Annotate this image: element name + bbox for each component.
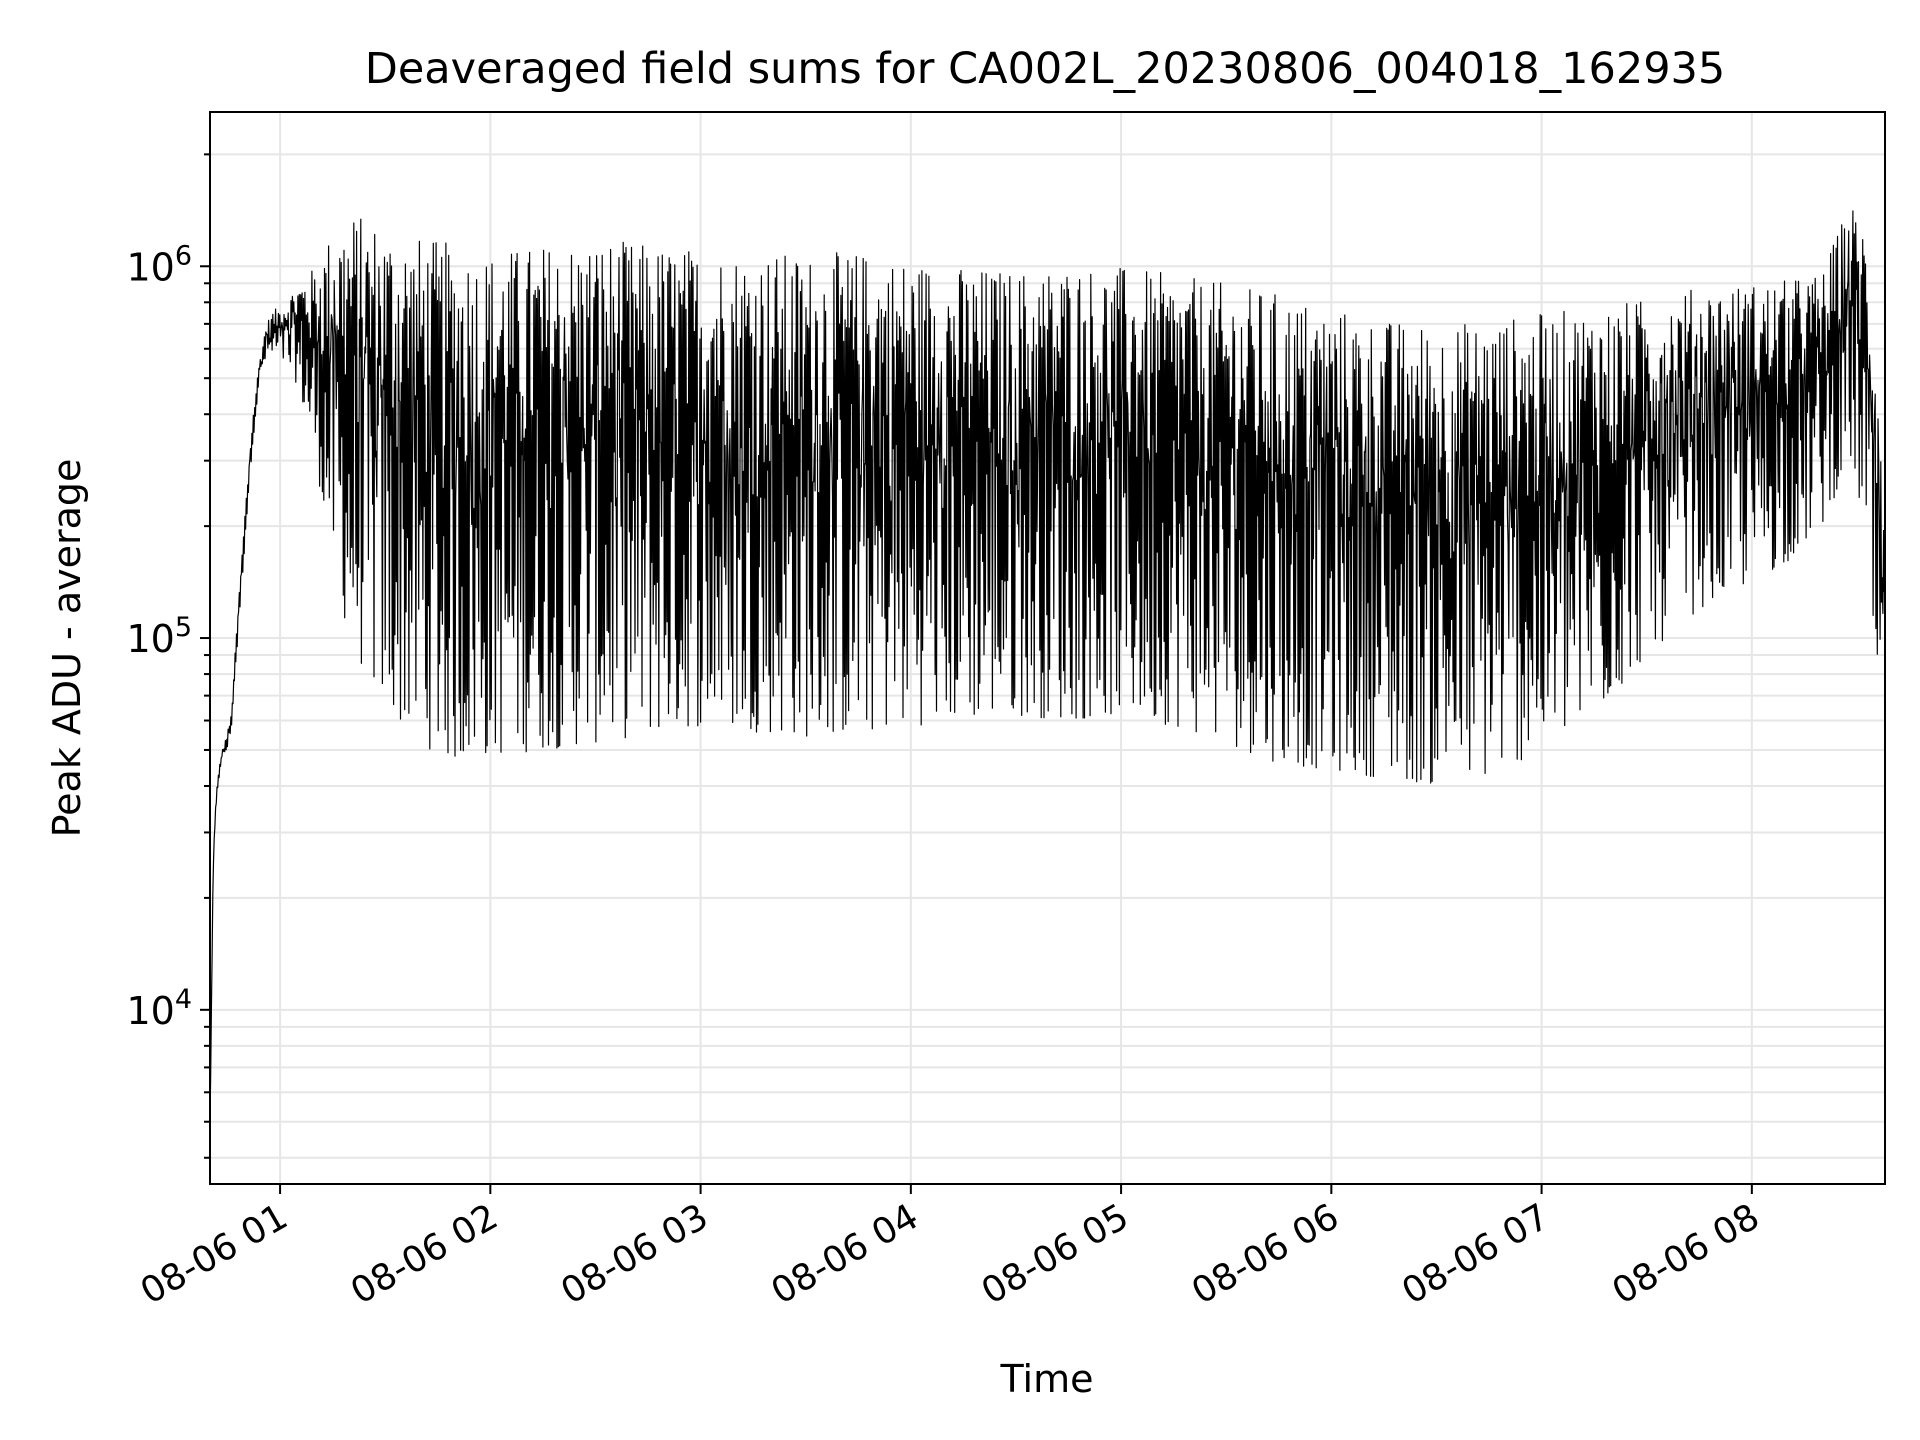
- y-tick-label-exponent: 5: [175, 612, 192, 643]
- y-tick-label-base: 10: [126, 617, 174, 661]
- x-axis-label: Time: [1000, 1357, 1094, 1401]
- y-tick-label-exponent: 4: [175, 984, 192, 1015]
- chart-title: Deaveraged field sums for CA002L_2023080…: [365, 44, 1726, 94]
- y-tick-label: 105: [126, 612, 192, 661]
- data-series: [209, 210, 1886, 1122]
- plot-frame: [209, 111, 1886, 1185]
- y-tick-label-exponent: 6: [175, 240, 192, 271]
- y-tick-label-base: 10: [126, 245, 174, 289]
- y-tick-label: 106: [126, 240, 192, 289]
- y-axis-label: Peak ADU - average: [45, 459, 89, 838]
- y-tick-label-base: 10: [126, 989, 174, 1033]
- y-tick-label: 104: [126, 984, 192, 1033]
- series-line: [209, 210, 1886, 1122]
